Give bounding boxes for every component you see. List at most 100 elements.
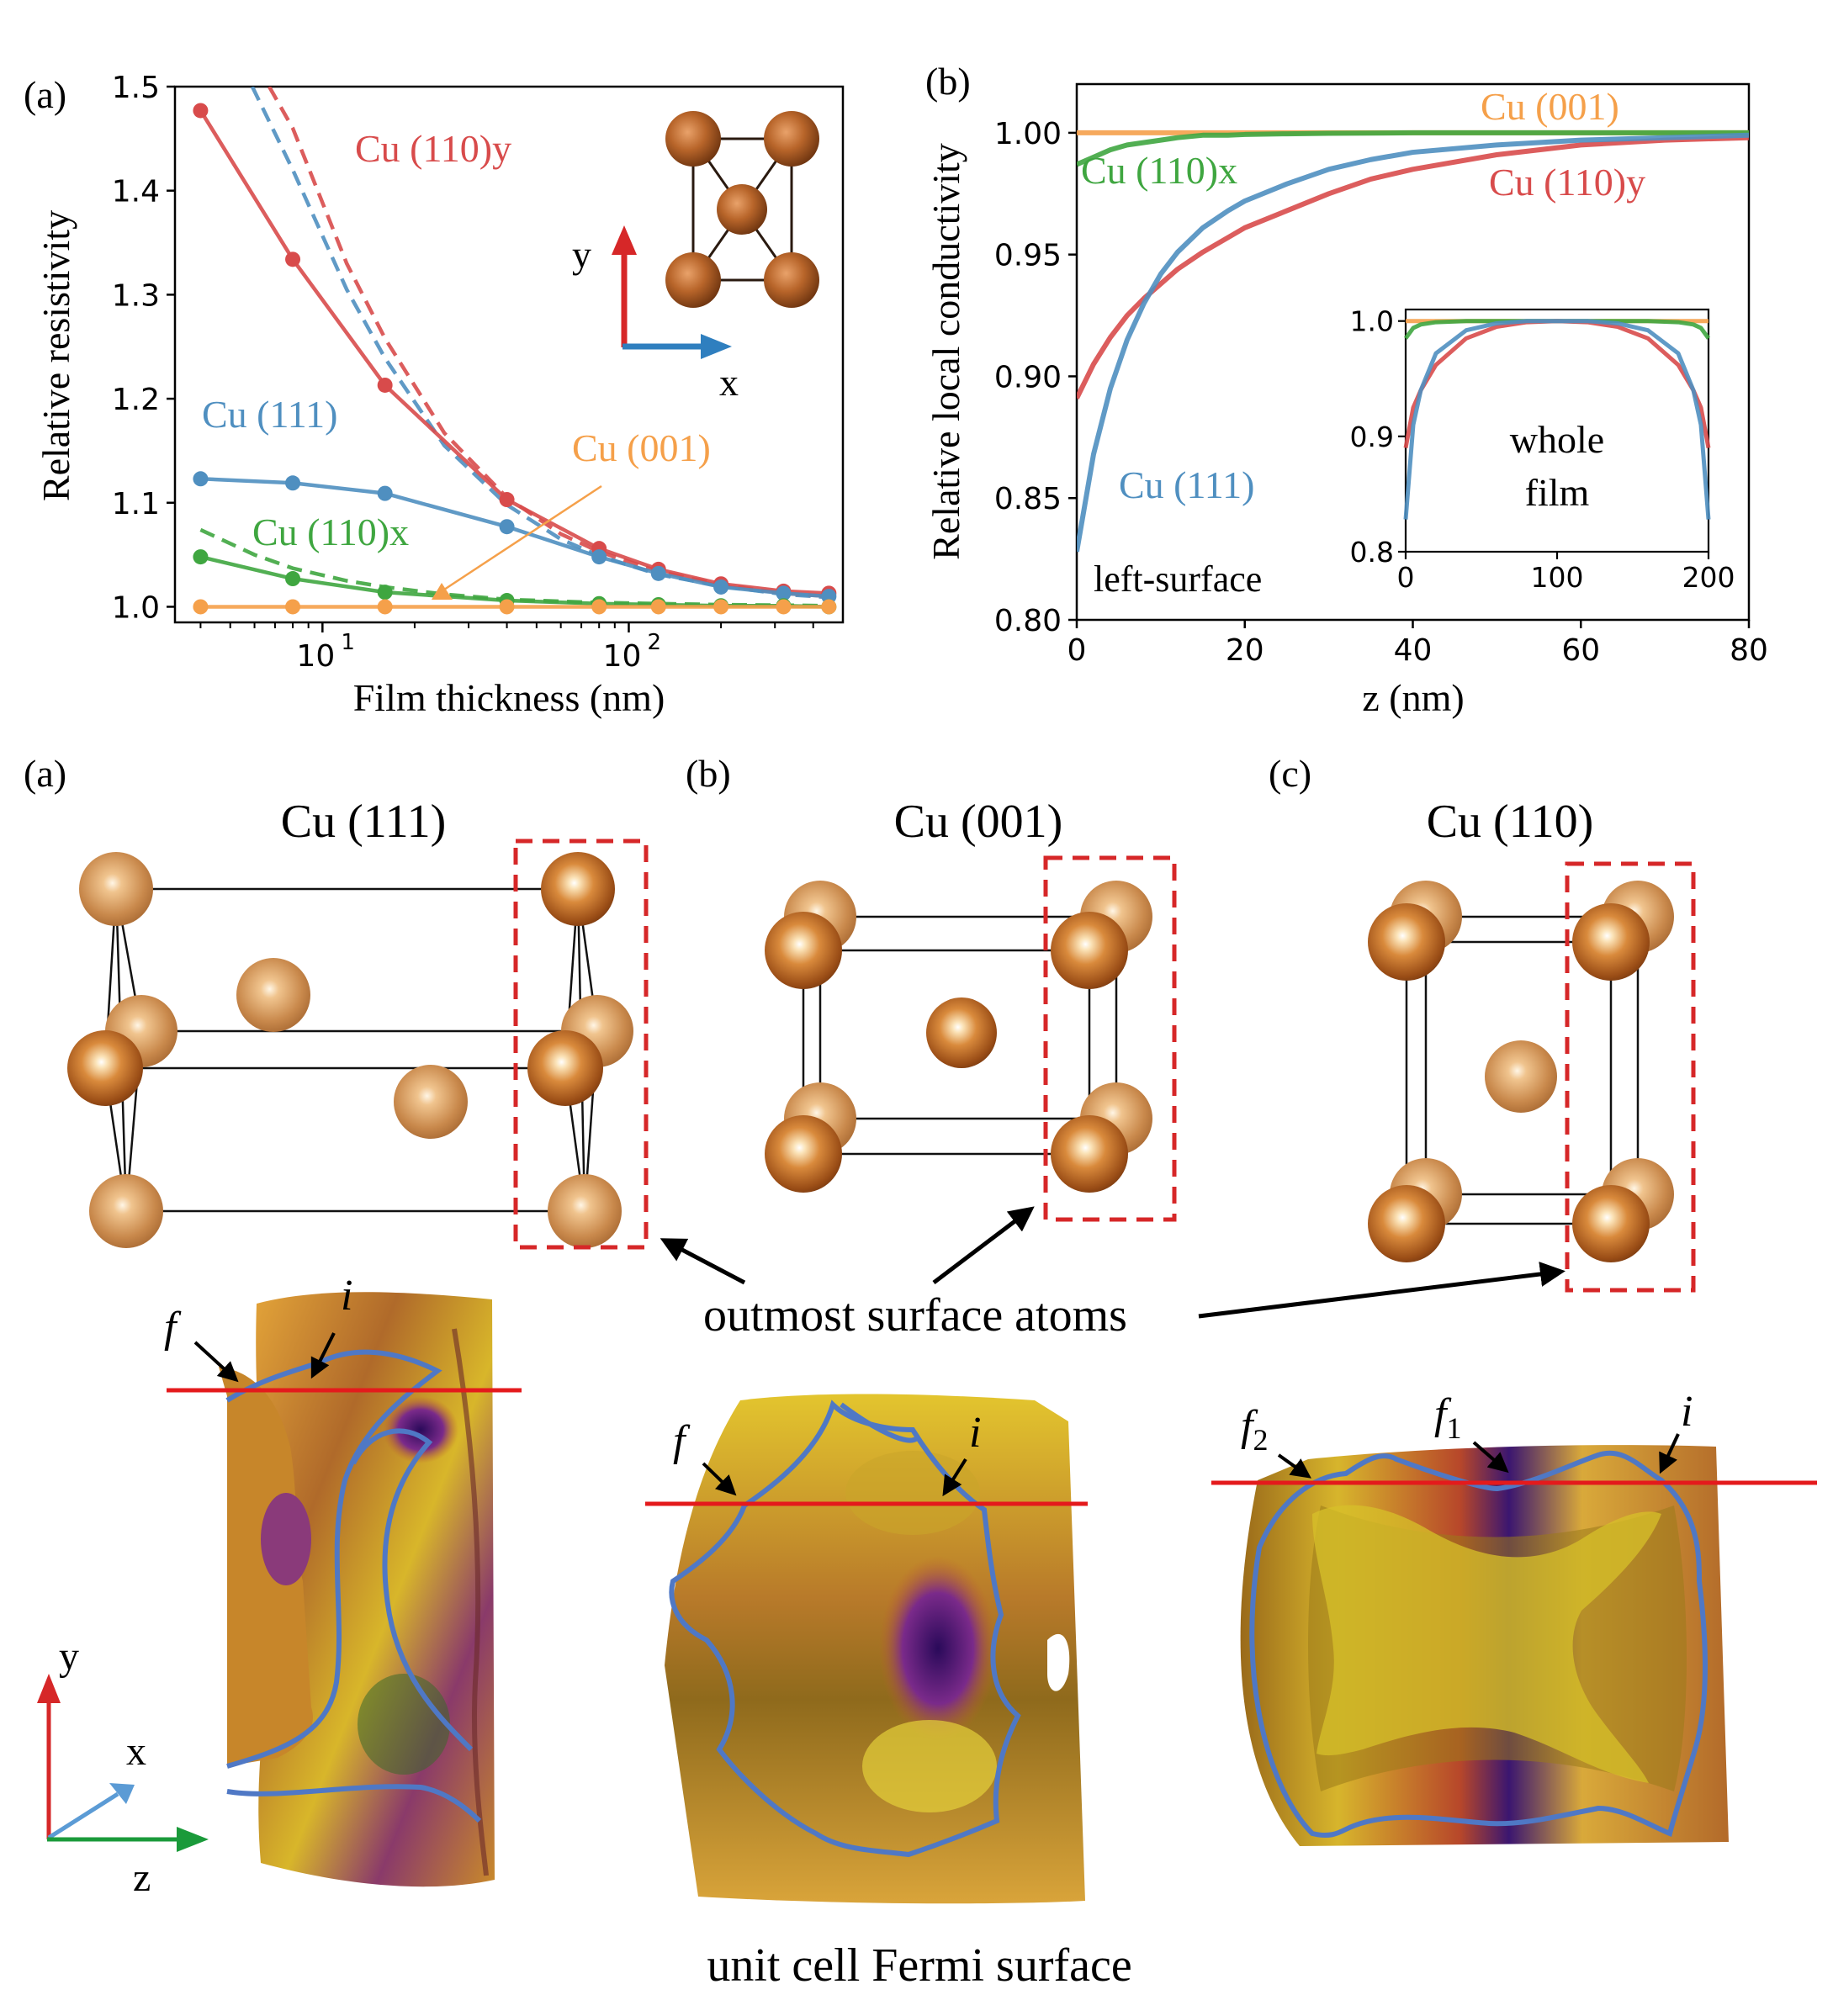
panel-b-label: (b) (925, 60, 971, 103)
inset-plot-area (1403, 319, 1711, 520)
data-point (285, 571, 301, 587)
atom (236, 958, 310, 1032)
label-cu110y: Cu (110)y (355, 127, 511, 170)
axis-triad: y x z (37, 1634, 209, 1900)
label-cu001: Cu (001) (572, 426, 711, 469)
marker-arrow-i-a (310, 1332, 336, 1379)
atom (79, 852, 153, 926)
data-point (377, 377, 393, 393)
fermi-surface-a: f i (164, 1272, 522, 1887)
ytick-label: 1.2 (112, 383, 160, 417)
inset-xtick-label: 0 (1397, 561, 1415, 594)
inset-axis-y-label: y (572, 233, 591, 276)
marker-f2-c: f2 (1241, 1402, 1268, 1457)
atom (89, 1174, 163, 1248)
marker-i-c: i (1681, 1388, 1693, 1436)
data-point (821, 589, 837, 605)
label-cu110x: Cu (110)x (252, 511, 409, 553)
annotation-left-surface: left-surface (1094, 558, 1262, 600)
atoms-cu111 (67, 852, 633, 1248)
inset-atom (665, 111, 721, 167)
ytick-label: 0.90 (994, 360, 1062, 394)
surface-box-cu111 (513, 839, 649, 1250)
crystal-section: (a) (b) (c) Cu (111) Cu (001) Cu (110) (24, 752, 1696, 1341)
inset-label-whole: whole (1510, 418, 1604, 461)
panel-a-yticks: 1.0 1.1 1.2 1.3 1.4 1.5 (112, 71, 175, 625)
pointer-arrow-b (932, 1206, 1035, 1284)
pointer-arrow-c (1198, 1262, 1565, 1319)
data-point (776, 599, 792, 615)
marker-arrow-f1-c (1472, 1441, 1509, 1474)
atom (1368, 903, 1445, 981)
triad-y-label: y (59, 1634, 79, 1679)
atom (394, 1065, 468, 1139)
label-cu111: Cu (111) (202, 393, 337, 436)
marker-i-a: i (341, 1272, 352, 1320)
inset-y-arrow-head (612, 225, 637, 255)
panel-a-xlabel: Film thickness (nm) (353, 676, 665, 719)
lower-label-c: (c) (1269, 752, 1311, 795)
atom (1051, 912, 1128, 989)
atom (1051, 1115, 1128, 1193)
inset-atom (764, 252, 819, 308)
inset-yticks: 0.8 0.9 1.0 (1350, 305, 1406, 569)
ytick-label: 1.3 (112, 278, 160, 313)
atom (67, 1030, 143, 1106)
inset-label-film: film (1525, 471, 1590, 514)
ytick-label: 0.95 (994, 239, 1062, 273)
fermi-surface-b: f i (645, 1394, 1088, 1904)
triad-z-head (177, 1827, 209, 1852)
fermi-surfaces: f i f i f2 (37, 1272, 1817, 1992)
data-point (285, 599, 301, 615)
series-line (1077, 130, 1749, 167)
surface-box-cu001 (1043, 855, 1177, 1222)
atoms-cu110 (1368, 881, 1674, 1262)
inset-xtick-label: 100 (1531, 561, 1584, 594)
atom (1572, 1185, 1650, 1262)
data-point (650, 565, 666, 581)
triad-x-arrow (47, 1791, 119, 1840)
atom (541, 852, 615, 926)
xtick-label: 80 (1730, 633, 1768, 668)
lower-label-b: (b) (686, 752, 731, 795)
fermi-caption: unit cell Fermi surface (707, 1939, 1131, 1992)
series-line (1077, 135, 1749, 399)
data-point (776, 585, 792, 601)
data-point (377, 585, 393, 601)
label-b-cu001: Cu (001) (1481, 85, 1619, 128)
data-point (499, 519, 515, 535)
marker-arrow-f2-c (1277, 1453, 1311, 1479)
outmost-surface-label: outmost surface atoms (703, 1289, 1127, 1341)
series-line (1077, 132, 1749, 553)
inset-x-arrow-head (701, 334, 732, 359)
panel-b-ylabel: Relative local conductivity (924, 143, 967, 560)
xtick-label: 60 (1561, 633, 1600, 668)
inset-ytick-label: 0.9 (1350, 421, 1394, 453)
inset-xticks: 0 100 200 (1397, 552, 1735, 594)
title-cu111: Cu (111) (281, 796, 447, 848)
dashed-limit-line (199, 527, 829, 608)
atom (1572, 903, 1650, 981)
atoms-cu001 (765, 881, 1152, 1193)
ytick-label: 1.5 (112, 71, 160, 105)
label-b-cu110x: Cu (110)x (1081, 149, 1237, 192)
data-point (193, 103, 209, 119)
panel-a-inset: y x (572, 111, 819, 404)
panel-a-plot-area (193, 87, 837, 615)
data-point (650, 599, 666, 615)
atom (765, 1115, 842, 1193)
inset-series-line (1403, 319, 1711, 520)
dashed-limit-line (268, 87, 829, 599)
panel-a-ylabel: Relative resistivity (34, 210, 77, 501)
inset-ytick-label: 1.0 (1350, 305, 1394, 338)
data-point (821, 599, 837, 615)
data-point (377, 599, 393, 615)
data-point (377, 485, 393, 501)
xtick-exponent: 1 (341, 630, 355, 655)
resistivity-chart: (a) 1.01.11.21.31.41.5 10 1 10 2 Relative r… (24, 71, 845, 719)
data-point (591, 549, 607, 565)
xtick-label: 10 (296, 639, 335, 674)
xtick-exponent: 2 (647, 630, 661, 655)
ytick-label: 1.0 (112, 590, 160, 625)
xtick-label: 10 (603, 639, 642, 674)
